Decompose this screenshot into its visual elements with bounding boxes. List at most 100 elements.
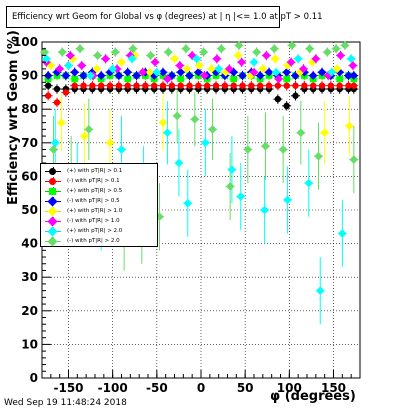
data-point: [170, 54, 179, 64]
data-point: [138, 67, 147, 77]
data-point: [203, 82, 211, 89]
data-point: [124, 82, 131, 89]
data-point: [175, 61, 185, 70]
data-point: [346, 54, 356, 64]
markers-layer: [40, 41, 359, 295]
data-point: [336, 82, 343, 89]
data-point: [212, 82, 220, 89]
data-point: [256, 82, 264, 89]
y-tick-label: 90: [21, 69, 38, 83]
y-tick-label: 30: [21, 270, 38, 284]
data-point: [350, 82, 358, 89]
data-point: [128, 44, 138, 54]
legend-label: (+) with pT|R| > 0.1: [67, 168, 123, 174]
data-point: [217, 44, 226, 54]
y-tick-label: 10: [21, 337, 38, 351]
data-point: [318, 82, 326, 89]
y-axis-label: Efficiency wrt Geom (%): [6, 30, 21, 205]
data-point: [349, 71, 359, 80]
data-point: [274, 82, 282, 89]
x-tick-label: -150: [53, 381, 83, 395]
data-point: [183, 198, 193, 208]
data-point: [159, 82, 167, 89]
data-point: [93, 51, 102, 60]
data-point: [53, 99, 61, 106]
data-point: [314, 151, 323, 161]
data-point: [236, 192, 246, 201]
data-point: [230, 82, 237, 89]
data-point: [65, 51, 75, 60]
data-point: [327, 67, 337, 77]
data-point: [62, 89, 70, 96]
data-point: [308, 57, 317, 67]
legend-marker: [45, 236, 61, 246]
legend-label: (-) with pT|R| > 0.5: [67, 198, 120, 204]
data-point: [229, 67, 238, 77]
data-point: [50, 138, 60, 148]
x-tick-label: 50: [237, 381, 254, 395]
data-point: [199, 47, 208, 57]
data-point: [182, 64, 192, 74]
data-point: [194, 61, 204, 70]
data-point: [80, 82, 87, 89]
data-point: [152, 67, 162, 77]
legend-marker: [45, 216, 61, 226]
data-point: [230, 75, 237, 83]
data-point: [49, 145, 58, 154]
data-point: [77, 61, 87, 70]
data-point: [283, 195, 292, 205]
data-point: [117, 145, 126, 154]
data-point: [186, 82, 193, 89]
data-point: [174, 158, 184, 168]
x-tick-label: -100: [98, 381, 128, 395]
data-point: [224, 64, 234, 74]
legend-label: (-) with pT|R| > 0.1: [67, 178, 120, 184]
data-point: [57, 118, 66, 127]
data-point: [344, 71, 353, 80]
data-point: [212, 54, 222, 64]
data-point: [348, 61, 358, 70]
data-point: [249, 67, 259, 77]
data-point: [176, 67, 185, 77]
y-tick-label: 100: [13, 35, 38, 49]
data-point: [158, 67, 168, 77]
data-point: [274, 74, 284, 84]
x-axis-label: φ (degrees): [270, 389, 356, 404]
data-point: [282, 67, 291, 77]
data-point: [308, 71, 318, 80]
data-point: [195, 82, 202, 89]
data-point: [299, 64, 308, 74]
data-point: [117, 57, 126, 67]
x-tick-label: 0: [197, 381, 205, 395]
data-point: [177, 82, 184, 89]
data-point: [238, 71, 247, 80]
data-point: [243, 145, 253, 154]
data-point: [149, 71, 159, 80]
legend-marker: [45, 196, 61, 206]
legend-label: (-) with pT|R| > 2.0: [67, 238, 120, 244]
data-point: [177, 75, 184, 83]
data-point: [305, 44, 314, 54]
data-point: [112, 64, 122, 74]
timestamp: Wed Sep 19 11:48:24 2018: [4, 398, 127, 408]
data-point: [71, 82, 78, 89]
data-point: [172, 111, 182, 121]
legend-marker: [45, 187, 61, 195]
data-point: [126, 51, 135, 60]
data-point: [327, 82, 335, 89]
data-point: [323, 47, 332, 57]
legend-entry: (-) with pT|R| > 1.0: [45, 216, 157, 226]
legend-entry: (+) with pT|R| > 0.1: [45, 166, 157, 176]
data-point: [264, 67, 274, 77]
data-point: [71, 75, 78, 83]
data-point: [349, 155, 359, 164]
legend-marker: [45, 177, 61, 185]
data-point: [167, 71, 177, 80]
data-point: [278, 145, 288, 154]
data-point: [89, 82, 96, 89]
data-point: [185, 71, 194, 80]
data-point: [304, 178, 314, 188]
data-point: [146, 51, 155, 60]
data-point: [296, 128, 306, 138]
y-tick-label: 0: [30, 371, 38, 385]
